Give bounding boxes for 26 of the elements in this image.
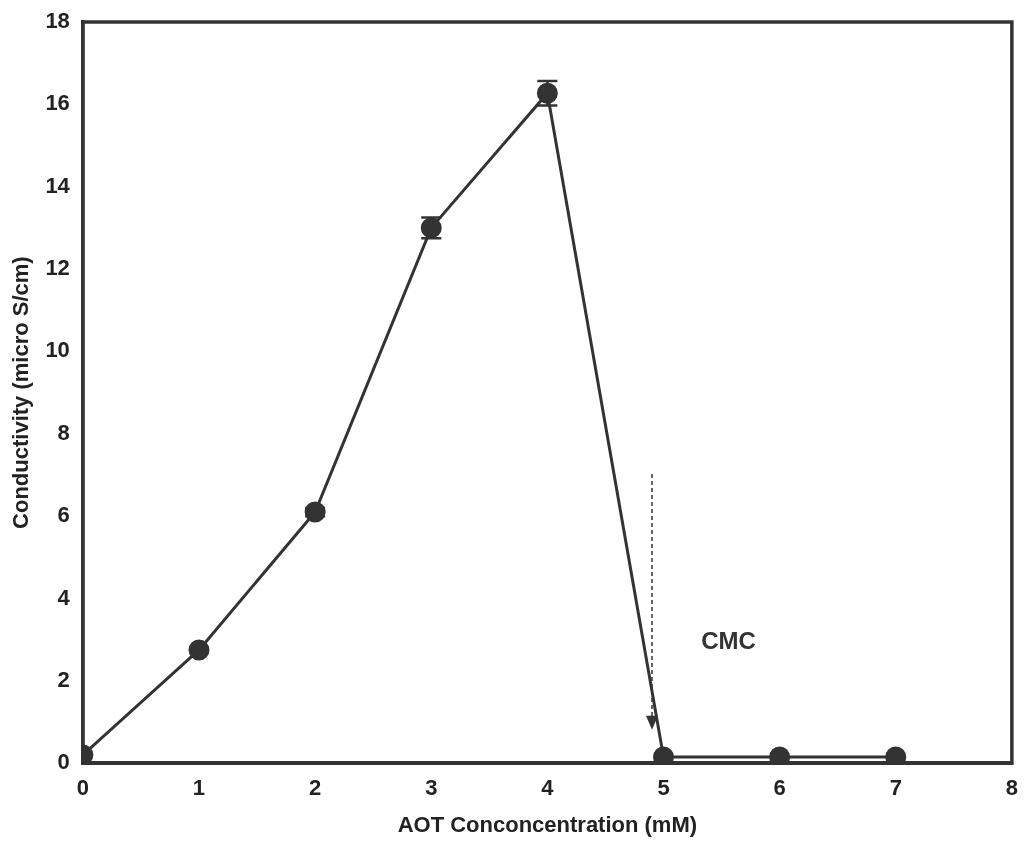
y-tick-label: 10: [45, 337, 70, 363]
y-axis-title: Conductivity (micro S/cm): [8, 256, 34, 529]
x-tick-label: 5: [657, 775, 670, 801]
x-tick-label: 0: [76, 775, 89, 801]
x-tick-label: 6: [773, 775, 786, 801]
point: [653, 746, 674, 764]
x-tick-label: 4: [541, 775, 555, 801]
x-tick-label: 8: [1005, 775, 1019, 801]
y-tick-label: 0: [57, 749, 70, 775]
y-tick-label: 16: [45, 90, 70, 116]
point: [188, 639, 210, 661]
point: [769, 746, 791, 764]
y-tick-label: 4: [57, 584, 71, 610]
x-axis-title: AOT Conconcentration (mM): [397, 811, 698, 837]
point: [885, 746, 907, 764]
x-tick-label: 1: [192, 775, 206, 801]
x-tick-label: 3: [425, 775, 438, 801]
y-tick-label: 2: [57, 666, 70, 692]
y-tick-label: 8: [57, 419, 70, 445]
y-tick-label: 12: [45, 255, 70, 281]
y-tick-label: 18: [45, 8, 70, 34]
x-tick-label: 2: [309, 775, 322, 801]
annotation: CMC: [701, 627, 756, 655]
x-tick-label: 7: [889, 775, 902, 801]
y-tick-label: 14: [45, 172, 71, 198]
y-tick-label: 6: [57, 502, 70, 528]
